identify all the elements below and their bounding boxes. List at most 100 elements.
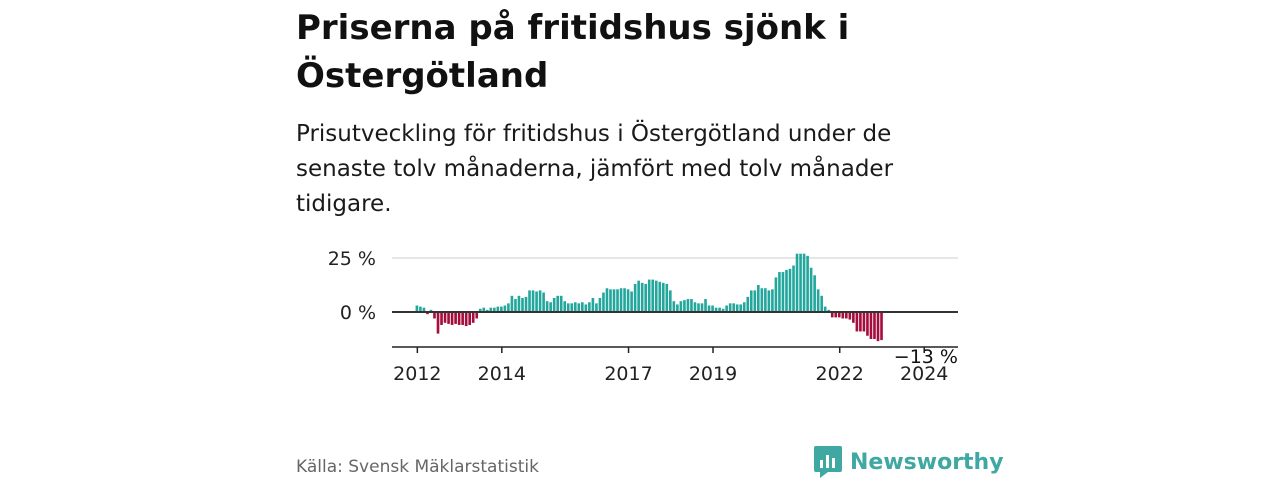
bar [837, 312, 841, 318]
y-tick-labels: 0 % 25 % [328, 248, 376, 324]
bar [570, 303, 574, 312]
bar [669, 290, 672, 312]
bar [841, 312, 845, 319]
bar [559, 295, 563, 312]
bar [820, 295, 823, 312]
bar [774, 277, 778, 312]
bar [718, 307, 721, 312]
bar [588, 302, 591, 312]
bar [623, 288, 626, 312]
bar [700, 303, 704, 312]
x-tick-label: 2017 [604, 363, 652, 385]
bar [788, 268, 792, 312]
bar [496, 306, 500, 312]
bar [771, 289, 774, 312]
bar [778, 272, 781, 312]
bar [749, 290, 753, 312]
bar [739, 304, 743, 312]
bar [447, 312, 450, 324]
bar [813, 275, 816, 312]
bar [482, 307, 486, 312]
bar [873, 312, 876, 339]
bar [464, 312, 468, 327]
bar [517, 295, 521, 312]
bar [654, 280, 658, 312]
bar [507, 303, 510, 312]
bar [581, 302, 584, 312]
bar [809, 267, 813, 312]
y-tick-label: 25 % [328, 248, 376, 270]
bar [633, 283, 637, 312]
bar [566, 303, 570, 312]
bar [721, 308, 725, 312]
bar [785, 269, 788, 312]
bar [661, 282, 665, 312]
bar [616, 289, 619, 312]
bar [591, 297, 595, 312]
bar [728, 303, 732, 312]
bar [584, 304, 588, 312]
bar [619, 288, 623, 312]
bar [735, 304, 739, 312]
bar [704, 299, 707, 312]
bar [563, 301, 567, 312]
bar [493, 307, 496, 312]
x-tick-label: 2024 [900, 363, 948, 385]
bar [524, 296, 528, 312]
bar [802, 253, 806, 312]
bar [461, 312, 464, 325]
bar [478, 308, 482, 312]
bar [767, 290, 771, 312]
bar [672, 301, 676, 312]
bar [732, 303, 735, 312]
bar [781, 272, 785, 312]
bar [426, 312, 429, 315]
bar [742, 302, 746, 312]
bar [665, 283, 669, 312]
bar [658, 281, 662, 312]
bar [595, 303, 598, 312]
bar [859, 312, 862, 332]
brand-name: Newsworthy [850, 449, 1004, 475]
bar [852, 312, 855, 323]
bar [542, 292, 545, 312]
chart-subtitle: Prisutveckling för fritidshus i Östergöt… [296, 121, 894, 217]
y-tick-label: 0 % [340, 302, 376, 324]
bar [454, 312, 457, 324]
bar [711, 305, 714, 312]
bar [468, 312, 471, 325]
bar [433, 312, 436, 319]
bar [651, 279, 655, 312]
bar [535, 291, 538, 312]
bar [528, 290, 531, 312]
bar [640, 282, 644, 312]
bar [429, 309, 433, 312]
bar [556, 295, 559, 312]
bar [679, 301, 683, 312]
bar [799, 253, 802, 312]
x-tick-label: 2022 [816, 363, 864, 385]
bar [647, 279, 651, 312]
bar [552, 297, 556, 312]
bar [848, 312, 852, 320]
bar [757, 285, 760, 312]
bar [549, 302, 552, 312]
bar [510, 295, 514, 312]
bar [573, 302, 577, 312]
bar [545, 301, 549, 312]
x-tick-label: 2014 [478, 363, 526, 385]
bar [760, 288, 764, 312]
bar [598, 297, 602, 312]
bar [443, 312, 447, 323]
x-ticks: 2012 2014 2017 2019 2022 2024 [393, 347, 948, 385]
bar [869, 312, 873, 339]
bar [746, 296, 750, 312]
bar [876, 312, 880, 342]
bar [602, 292, 605, 312]
bar [538, 290, 542, 312]
bar [605, 288, 609, 312]
bar [450, 312, 454, 325]
bar [806, 255, 809, 312]
bar [612, 289, 616, 312]
